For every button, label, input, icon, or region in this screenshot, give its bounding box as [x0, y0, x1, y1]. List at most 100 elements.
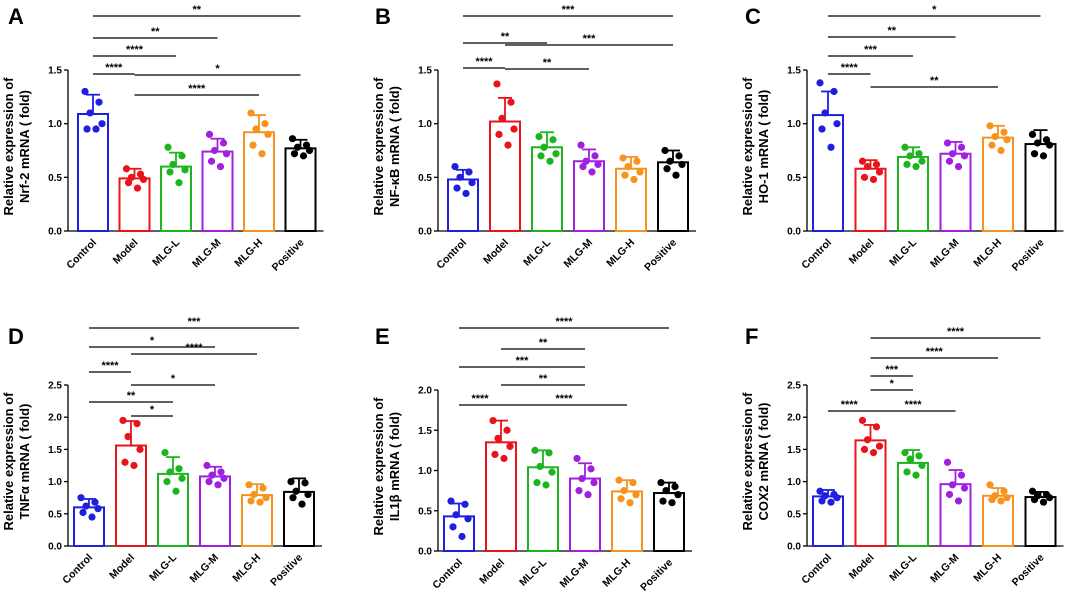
- data-point: [575, 487, 583, 495]
- bar-model: [854, 439, 887, 547]
- data-point: [816, 79, 824, 87]
- data-point: [954, 163, 963, 171]
- category-label: Model: [847, 552, 877, 582]
- significance-label: ****: [471, 393, 489, 405]
- significance-label: **: [501, 31, 510, 43]
- data-point: [82, 502, 90, 510]
- data-point: [906, 455, 914, 463]
- data-point: [915, 150, 923, 158]
- data-point: [133, 420, 141, 428]
- data-point: [833, 494, 841, 502]
- category-label: MLG-L: [521, 236, 553, 268]
- data-point: [166, 468, 174, 476]
- data-point: [617, 495, 625, 503]
- category-label: MLG-L: [150, 236, 182, 268]
- bar-control: [73, 506, 105, 547]
- significance-label: ***: [864, 44, 878, 56]
- y-tick-label: 0.0: [418, 547, 432, 558]
- significance-label: **: [127, 390, 136, 402]
- data-point: [675, 152, 683, 160]
- bar-mlg-h: [982, 494, 1014, 548]
- data-point: [587, 465, 595, 473]
- data-point: [500, 454, 508, 463]
- significance-label: **: [539, 373, 548, 385]
- data-point: [943, 139, 952, 147]
- data-point: [178, 474, 186, 482]
- data-point: [986, 481, 994, 489]
- data-point: [163, 478, 171, 486]
- data-point: [88, 513, 96, 521]
- y-tick-label: 0.5: [787, 509, 801, 520]
- data-point: [666, 157, 674, 165]
- bar-mlg-h: [611, 490, 643, 552]
- data-point: [447, 497, 455, 505]
- data-point: [588, 168, 596, 176]
- bar-positive: [284, 147, 317, 232]
- significance-label: ****: [188, 83, 206, 95]
- y-tick-label: 1.5: [418, 66, 432, 77]
- data-point: [537, 152, 545, 160]
- chart-panel-F: F Relative expression of COX2 mRNA ( fold)…: [740, 324, 1064, 589]
- category-label: MLG-L: [517, 556, 549, 588]
- data-point: [256, 498, 264, 506]
- category-label: Model: [107, 552, 137, 582]
- data-point: [621, 171, 629, 179]
- category-label: MLG-H: [604, 237, 637, 270]
- data-point: [290, 150, 299, 158]
- data-point: [624, 163, 632, 171]
- data-point: [92, 125, 100, 133]
- data-point: [1003, 494, 1011, 502]
- data-point: [663, 165, 671, 173]
- data-point: [678, 160, 686, 169]
- data-point: [305, 146, 314, 155]
- y-tick-label: 1.0: [418, 119, 432, 130]
- y-tick-label: 1.5: [787, 445, 801, 456]
- data-point: [79, 508, 87, 517]
- data-point: [203, 461, 211, 470]
- chart-panel-C: C Relative expression of HO-1 mRNA ( fold)…: [740, 4, 1064, 274]
- category-label: MLG-H: [971, 552, 1004, 585]
- data-point: [222, 150, 231, 158]
- data-point: [918, 461, 926, 470]
- data-point: [247, 109, 255, 117]
- data-point: [615, 476, 623, 484]
- bar-mlg-m: [569, 477, 601, 552]
- data-point: [214, 481, 222, 489]
- bar-positive: [1024, 496, 1057, 547]
- y-tick-label: 1.5: [48, 66, 62, 77]
- data-point: [124, 432, 132, 441]
- data-point: [945, 157, 954, 165]
- data-point: [264, 130, 272, 138]
- data-point: [164, 143, 172, 151]
- panel-letter: D: [8, 324, 24, 349]
- data-point: [821, 109, 829, 117]
- data-point: [988, 141, 996, 149]
- data-point: [672, 171, 680, 179]
- y-axis-label: Relative expression of: [1, 392, 16, 531]
- significance-label: *: [150, 335, 155, 347]
- data-point: [918, 157, 926, 165]
- data-point: [493, 80, 501, 88]
- data-point: [591, 152, 599, 160]
- data-point: [289, 494, 297, 502]
- y-axis-label: Relative expression of: [1, 77, 16, 216]
- data-point: [875, 442, 884, 450]
- bar-control: [77, 113, 109, 232]
- significance-label: ****: [841, 399, 859, 411]
- data-point: [503, 426, 511, 434]
- data-point: [453, 184, 461, 192]
- data-point: [178, 152, 186, 160]
- bar-control: [447, 178, 479, 232]
- y-tick-label: 1.5: [787, 66, 801, 77]
- data-point: [960, 484, 969, 492]
- data-point: [261, 120, 269, 128]
- data-point: [504, 141, 512, 149]
- data-point: [458, 532, 466, 541]
- bar-mlg-h: [243, 131, 275, 232]
- y-axis-label: Relative expression of: [371, 77, 386, 216]
- data-point: [495, 130, 503, 138]
- data-point: [219, 139, 228, 147]
- significance-label: *: [932, 4, 937, 16]
- data-point: [535, 132, 543, 141]
